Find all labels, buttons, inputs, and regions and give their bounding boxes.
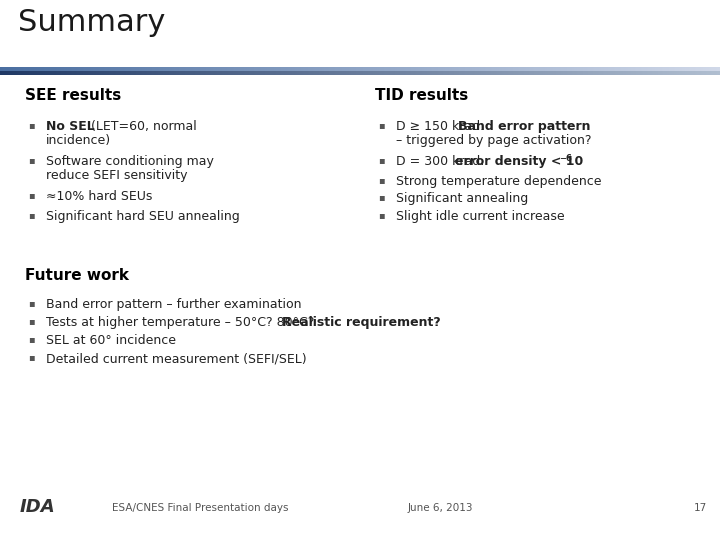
Text: IDA: IDA [20, 498, 55, 516]
Text: No SEL: No SEL [46, 120, 95, 133]
Text: SEE results: SEE results [25, 88, 121, 103]
Text: 17: 17 [693, 503, 706, 513]
Text: Significant hard SEU annealing: Significant hard SEU annealing [46, 210, 240, 223]
Text: Significant annealing: Significant annealing [396, 192, 528, 205]
Text: Detailed current measurement (SEFI/SEL): Detailed current measurement (SEFI/SEL) [46, 352, 307, 365]
Text: ▪: ▪ [28, 352, 35, 362]
Text: ▪: ▪ [28, 120, 35, 130]
Text: ▪: ▪ [28, 190, 35, 200]
Text: Band error pattern: Band error pattern [458, 120, 590, 133]
Text: Tests at higher temperature – 50°C? 80°C?: Tests at higher temperature – 50°C? 80°C… [46, 316, 318, 329]
Text: ▪: ▪ [28, 316, 35, 326]
Text: ESA/CNES Final Presentation days: ESA/CNES Final Presentation days [112, 503, 288, 513]
Text: D = 300 krad:: D = 300 krad: [396, 155, 488, 168]
Text: TID results: TID results [375, 88, 468, 103]
Text: Realistic requirement?: Realistic requirement? [282, 316, 441, 329]
Text: ▪: ▪ [28, 298, 35, 308]
Text: ▪: ▪ [378, 175, 384, 185]
Text: ▪: ▪ [28, 334, 35, 344]
Text: (LET=60, normal: (LET=60, normal [87, 120, 197, 133]
Text: ▪: ▪ [378, 120, 384, 130]
Text: error density < 10: error density < 10 [455, 155, 583, 168]
Text: June 6, 2013: June 6, 2013 [408, 503, 473, 513]
Text: incidence): incidence) [46, 134, 111, 147]
Text: Slight idle current increase: Slight idle current increase [396, 210, 564, 223]
Text: Software conditioning may: Software conditioning may [46, 155, 214, 168]
Text: Band error pattern – further examination: Band error pattern – further examination [46, 298, 302, 311]
Text: D ≥ 150 krad:: D ≥ 150 krad: [396, 120, 488, 133]
Text: – triggered by page activation?: – triggered by page activation? [396, 134, 592, 147]
Text: Future work: Future work [25, 268, 129, 283]
Text: SEL at 60° incidence: SEL at 60° incidence [46, 334, 176, 347]
Text: Strong temperature dependence: Strong temperature dependence [396, 175, 601, 188]
Text: ▪: ▪ [28, 155, 35, 165]
Text: ▪: ▪ [28, 210, 35, 220]
Text: ▪: ▪ [378, 192, 384, 202]
Text: Summary: Summary [18, 8, 166, 37]
Text: −6: −6 [559, 154, 572, 163]
Text: ▪: ▪ [378, 155, 384, 165]
Text: reduce SEFI sensitivity: reduce SEFI sensitivity [46, 169, 187, 182]
Text: ▪: ▪ [378, 210, 384, 220]
Text: ≈10% hard SEUs: ≈10% hard SEUs [46, 190, 153, 203]
